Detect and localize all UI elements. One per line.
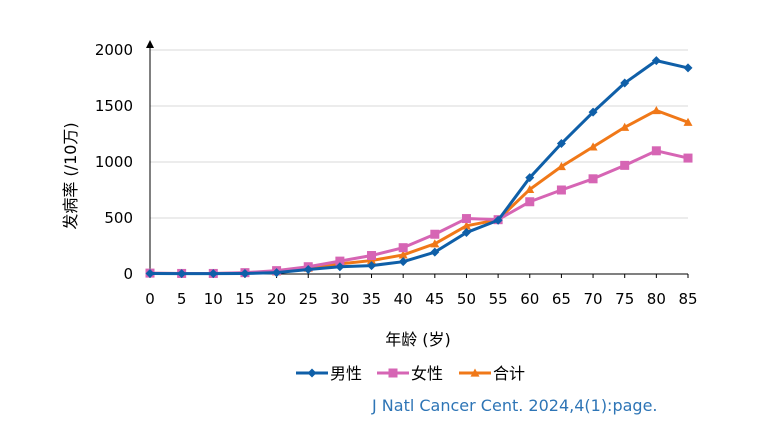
x-tick-label: 30: [330, 290, 349, 308]
data-point: [367, 261, 377, 271]
data-point: [461, 228, 471, 238]
series-0: [145, 56, 693, 279]
legend-label: 合计: [493, 364, 525, 383]
data-point: [398, 250, 408, 259]
x-tick-label: 55: [489, 290, 508, 308]
data-point: [620, 122, 630, 131]
x-tick-label: 80: [647, 290, 666, 308]
series-line: [149, 149, 689, 275]
legend-marker: [388, 368, 398, 378]
data-point: [588, 107, 598, 117]
gridlines: [150, 49, 688, 219]
data-point: [398, 243, 408, 253]
data-point: [588, 174, 598, 184]
x-tick-label: 65: [552, 290, 571, 308]
data-point: [272, 268, 282, 278]
x-tick-label: 75: [615, 290, 634, 308]
source-citation: J Natl Cancer Cent. 2024,4(1):page.: [372, 396, 658, 415]
y-tick-label: 500: [104, 209, 133, 227]
data-point: [335, 256, 345, 266]
x-tick-label: 45: [425, 290, 444, 308]
data-point: [651, 56, 661, 66]
x-tick-label: 25: [299, 290, 318, 308]
data-point: [430, 239, 440, 248]
data-point: [556, 161, 566, 171]
data-point: [430, 247, 440, 257]
y-axis-title: 发病率 (/10万): [61, 122, 80, 229]
series-line: [149, 59, 689, 276]
legend-label: 女性: [411, 364, 443, 383]
data-point: [683, 153, 693, 163]
series-line: [149, 108, 689, 276]
x-tick-label: 35: [362, 290, 381, 308]
x-tick-label: 50: [457, 290, 476, 308]
data-point: [461, 214, 471, 224]
data-point: [335, 262, 345, 272]
data-point: [303, 265, 313, 275]
legend-item: 女性: [377, 364, 443, 383]
data-point: [177, 269, 187, 279]
y-tick-labels: 0 500 1000 1500 2000: [95, 41, 133, 283]
y-tick-label: 2000: [95, 41, 133, 59]
x-tick-label: 15: [235, 290, 254, 308]
legend: 男性 女性 合计: [296, 364, 525, 383]
x-tick-label: 10: [204, 290, 223, 308]
data-point: [683, 63, 693, 73]
data-point: [367, 256, 377, 265]
y-tick-label: 0: [123, 265, 133, 283]
x-tick-label: 85: [678, 290, 697, 308]
data-point: [525, 197, 535, 207]
y-tick-label: 1500: [95, 97, 133, 115]
data-point: [651, 105, 661, 115]
x-tick-label: 5: [177, 290, 187, 308]
data-point: [430, 229, 440, 239]
data-point: [683, 117, 693, 126]
x-tick-label: 40: [394, 290, 413, 308]
data-point: [525, 184, 535, 194]
data-point: [208, 269, 218, 279]
axes: [146, 40, 688, 275]
data-point: [556, 185, 566, 195]
legend-label: 男性: [330, 364, 362, 383]
legend-marker: [470, 368, 480, 377]
x-tick-label: 20: [267, 290, 286, 308]
data-point: [620, 78, 630, 88]
series-2: [145, 105, 693, 278]
data-point: [145, 268, 155, 278]
legend-marker: [307, 368, 317, 378]
data-point: [525, 173, 535, 183]
series-layer: [145, 56, 693, 279]
data-point: [651, 146, 661, 156]
y-tick-label: 1000: [95, 153, 133, 171]
data-point: [493, 215, 503, 225]
legend-item: 合计: [459, 364, 525, 383]
data-point: [556, 139, 566, 149]
data-point: [398, 257, 408, 267]
data-point: [620, 160, 630, 170]
data-point: [367, 251, 377, 261]
data-point: [588, 142, 598, 151]
data-point: [461, 221, 471, 230]
x-tick-labels: 0 5 10 15 20 25 30 35 40 45 50 55 60 65 70 75 80 85: [145, 274, 698, 308]
x-tick-label: 60: [520, 290, 539, 308]
x-axis-title: 年龄 (岁): [385, 330, 451, 349]
x-tick-label: 70: [584, 290, 603, 308]
x-tick-label: 0: [145, 290, 155, 308]
legend-item: 男性: [296, 364, 362, 383]
data-point: [240, 268, 250, 278]
y-axis-arrow: [146, 40, 154, 48]
